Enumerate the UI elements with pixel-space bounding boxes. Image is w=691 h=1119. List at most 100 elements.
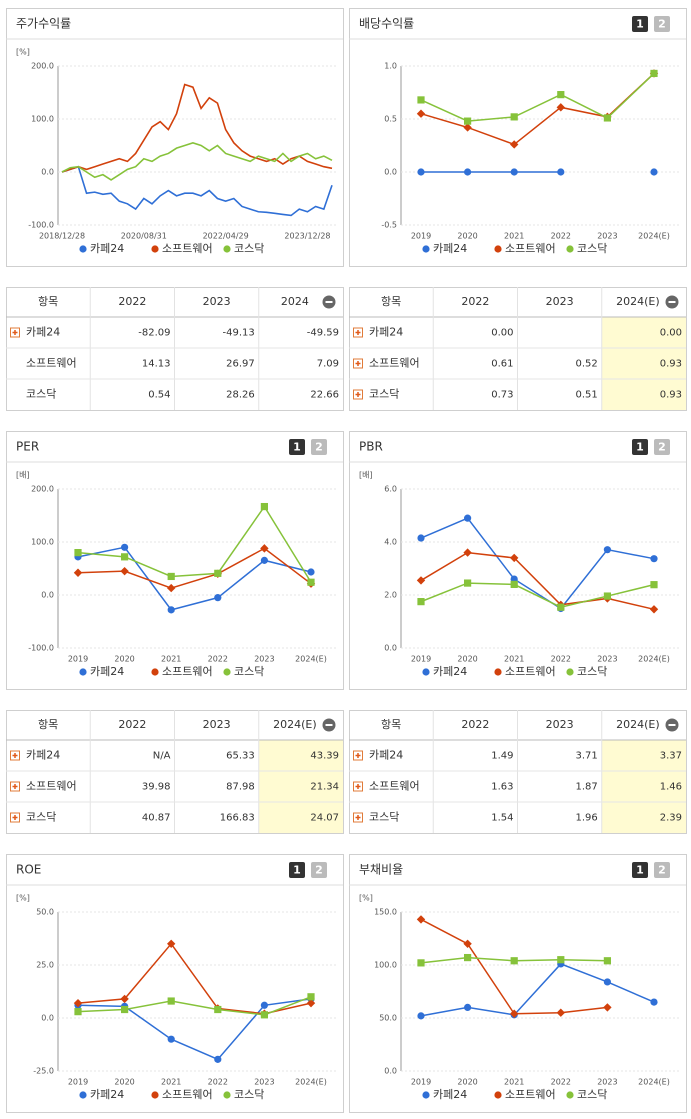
expand-icon[interactable] bbox=[12, 753, 18, 758]
marker bbox=[650, 998, 658, 1006]
marker bbox=[167, 997, 175, 1005]
panel-title: ROE bbox=[16, 863, 41, 877]
page-button[interactable] bbox=[311, 439, 327, 455]
x-tick-label: 2020 bbox=[114, 1078, 134, 1087]
table-cell: 65.33 bbox=[226, 751, 255, 762]
page-button-label[interactable]: 2 bbox=[658, 441, 666, 454]
page-button[interactable] bbox=[654, 439, 670, 455]
legend-marker bbox=[223, 668, 231, 676]
series-line bbox=[61, 83, 333, 173]
page-button-label[interactable]: 1 bbox=[636, 864, 644, 877]
page-button[interactable] bbox=[311, 862, 327, 878]
marker bbox=[417, 959, 425, 967]
header-cell: 2023 bbox=[203, 295, 231, 308]
x-tick-label: 2020/08/31 bbox=[121, 232, 167, 241]
marker bbox=[510, 553, 519, 563]
unit-label: [배] bbox=[359, 471, 373, 480]
marker bbox=[307, 993, 315, 1001]
page-button-label[interactable]: 2 bbox=[658, 18, 666, 31]
marker bbox=[464, 117, 472, 125]
page-button[interactable] bbox=[654, 862, 670, 878]
row-name: 카페24 bbox=[26, 326, 60, 339]
page-button-label[interactable]: 1 bbox=[293, 864, 301, 877]
marker bbox=[417, 96, 425, 104]
collapse-icon[interactable] bbox=[668, 301, 676, 303]
table-cell: 26.97 bbox=[226, 359, 255, 370]
highlight-column bbox=[258, 740, 343, 833]
marker bbox=[603, 592, 611, 600]
page-button[interactable] bbox=[289, 439, 305, 455]
header-cell: 2022 bbox=[118, 295, 146, 308]
table-cell: 1.46 bbox=[660, 782, 682, 793]
y-tick-label: 0.0 bbox=[41, 1014, 54, 1023]
page-button[interactable] bbox=[632, 16, 648, 32]
table-cell: -49.13 bbox=[223, 328, 255, 339]
page-button[interactable] bbox=[632, 862, 648, 878]
expand-icon[interactable] bbox=[12, 330, 18, 335]
expand-icon[interactable] bbox=[355, 361, 361, 366]
table-cell: 0.93 bbox=[660, 359, 682, 370]
legend-label: 카페24 bbox=[433, 665, 467, 678]
legend-label: 카페24 bbox=[90, 242, 124, 255]
expand-icon[interactable] bbox=[355, 392, 361, 397]
legend-marker bbox=[151, 245, 159, 253]
y-tick-label: 150.0 bbox=[374, 908, 397, 917]
table-cell: 1.96 bbox=[575, 813, 597, 824]
x-tick-label: 2020 bbox=[457, 232, 477, 241]
series-line bbox=[61, 165, 333, 217]
row-name: 코스닥 bbox=[26, 811, 56, 824]
expand-icon[interactable] bbox=[12, 815, 18, 820]
y-tick-label: 6.0 bbox=[384, 485, 397, 494]
legend-marker bbox=[494, 1091, 502, 1099]
page-button-label[interactable]: 2 bbox=[315, 864, 323, 877]
marker bbox=[307, 578, 315, 586]
table-cell: 1.87 bbox=[575, 782, 597, 793]
row-name: 소프트웨어 bbox=[26, 357, 77, 370]
table-cell: 0.52 bbox=[575, 359, 597, 370]
marker bbox=[603, 1003, 612, 1012]
legend-label: 소프트웨어 bbox=[505, 665, 556, 678]
expand-icon[interactable] bbox=[355, 784, 361, 789]
panel-title: 부채비율 bbox=[359, 863, 403, 877]
page-button[interactable] bbox=[289, 862, 305, 878]
panel bbox=[349, 431, 687, 690]
page-button[interactable] bbox=[654, 16, 670, 32]
marker bbox=[650, 69, 658, 78]
panel-title: PER bbox=[16, 440, 39, 454]
y-tick-label: 4.0 bbox=[384, 538, 397, 547]
marker bbox=[603, 114, 611, 122]
page-button-label[interactable]: 1 bbox=[636, 441, 644, 454]
marker bbox=[463, 939, 472, 948]
marker bbox=[260, 544, 269, 553]
row-name: 카페24 bbox=[26, 749, 60, 762]
x-tick-label: 2023 bbox=[597, 1078, 617, 1087]
page-button-label[interactable]: 1 bbox=[636, 18, 644, 31]
collapse-icon[interactable] bbox=[668, 724, 676, 726]
marker bbox=[510, 1009, 519, 1018]
marker bbox=[650, 168, 658, 176]
x-tick-label: 2021 bbox=[504, 655, 524, 664]
expand-icon[interactable] bbox=[12, 784, 18, 789]
header-cell: 2022 bbox=[461, 295, 489, 308]
marker bbox=[464, 579, 472, 587]
page-button-label[interactable]: 1 bbox=[293, 441, 301, 454]
x-tick-label: 2022 bbox=[551, 655, 571, 664]
collapse-icon[interactable] bbox=[325, 724, 333, 726]
marker bbox=[510, 580, 518, 588]
x-tick-label: 2022 bbox=[208, 1078, 228, 1087]
x-tick-label: 2020 bbox=[457, 655, 477, 664]
expand-icon[interactable] bbox=[355, 815, 361, 820]
marker bbox=[306, 998, 316, 1008]
table-cell: 7.09 bbox=[317, 359, 339, 370]
x-tick-label: 2018/12/28 bbox=[39, 232, 85, 241]
row-name: 소프트웨어 bbox=[369, 780, 420, 793]
page-button[interactable] bbox=[632, 439, 648, 455]
page-button-label[interactable]: 2 bbox=[315, 441, 323, 454]
marker bbox=[464, 168, 472, 176]
collapse-icon[interactable] bbox=[325, 301, 333, 303]
panel-title: PBR bbox=[359, 440, 383, 454]
expand-icon[interactable] bbox=[355, 753, 361, 758]
expand-icon[interactable] bbox=[355, 330, 361, 335]
table-cell: 22.66 bbox=[310, 390, 339, 401]
page-button-label[interactable]: 2 bbox=[658, 864, 666, 877]
